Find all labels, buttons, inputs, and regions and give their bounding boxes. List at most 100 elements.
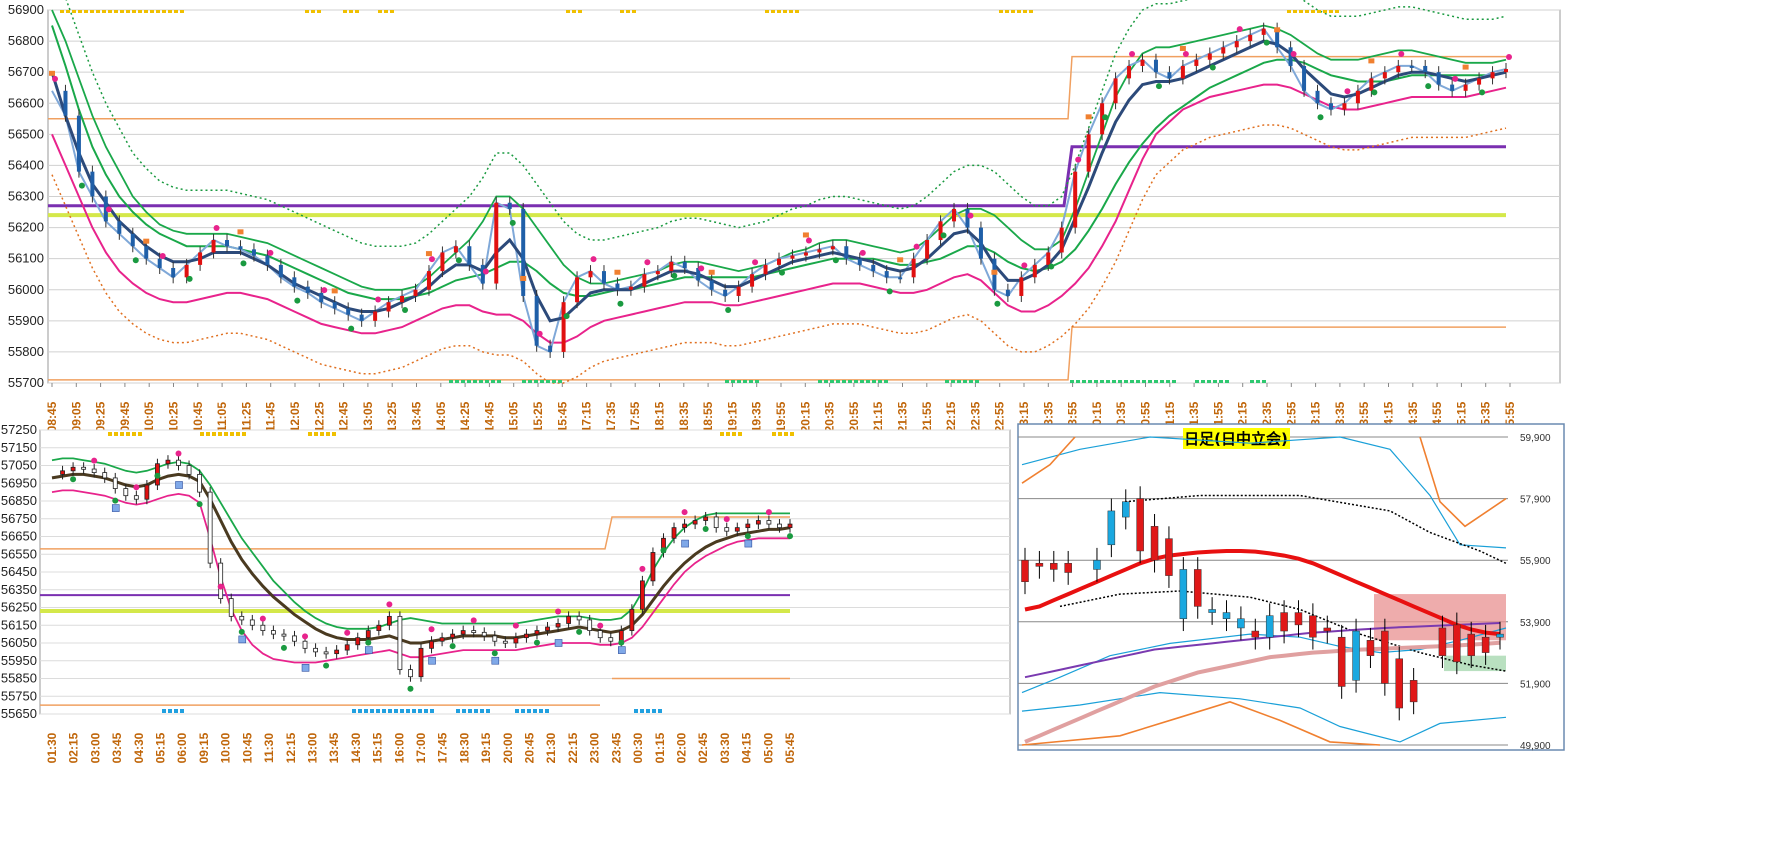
top-marker	[150, 10, 154, 13]
candle-body	[1100, 103, 1105, 135]
signal-dot	[1236, 26, 1243, 33]
candle-body	[355, 637, 361, 646]
signal-dot	[213, 225, 220, 232]
candle-body	[144, 246, 149, 259]
x-tick-label: 03:30	[718, 732, 732, 763]
daily-candle-body	[1323, 627, 1332, 632]
candle-body	[1194, 59, 1199, 66]
signal-dot	[1452, 75, 1459, 82]
x-tick-label: 09:45	[118, 401, 132, 432]
signal-dot	[660, 547, 667, 554]
candle-body	[709, 280, 714, 290]
top-marker	[1005, 10, 1009, 13]
bottom-marker	[456, 709, 460, 713]
signal-square	[237, 229, 244, 235]
signal-square	[1085, 114, 1092, 120]
signal-dot	[348, 325, 355, 332]
daily-candle-body	[1237, 618, 1245, 629]
candle-body	[238, 246, 243, 250]
top-marker	[765, 10, 769, 13]
bottom-marker	[1070, 380, 1074, 383]
candle-body	[682, 261, 687, 268]
candle-body	[429, 640, 434, 649]
candle-body	[292, 635, 297, 642]
candle-body	[439, 637, 445, 642]
signal-dot	[112, 497, 119, 504]
top-marker	[326, 432, 330, 436]
top-marker	[305, 10, 309, 13]
daily-candle-body	[1050, 563, 1058, 570]
candle-body	[1180, 65, 1185, 79]
candle-body	[70, 466, 76, 472]
bottom-marker	[540, 380, 544, 383]
candle-body	[566, 615, 571, 624]
candle-body	[249, 619, 255, 626]
signal-dot	[1075, 156, 1082, 163]
bottom-marker	[388, 709, 392, 713]
daily-candle-body	[1453, 624, 1461, 663]
y-tick-label: 57250	[1, 422, 37, 437]
signal-square	[301, 664, 310, 672]
signal-dot	[832, 257, 839, 264]
x-tick-label: 19:55	[774, 401, 788, 432]
slow-ma-line	[51, 25, 1507, 301]
x-tick-label: 19:35	[750, 401, 764, 432]
candle-body	[413, 289, 418, 296]
x-tick-label: 13:05	[361, 401, 375, 432]
top-marker	[180, 10, 184, 13]
x-tick-label: 18:15	[653, 401, 667, 432]
bottom-marker	[480, 709, 484, 713]
x-tick-label: 10:45	[191, 401, 205, 432]
daily-candle-body	[1021, 559, 1029, 583]
y-tick-label: 56500	[8, 126, 44, 141]
x-tick-label: 11:05	[215, 402, 229, 432]
daily-candle-body	[1208, 609, 1216, 613]
bottom-marker	[497, 380, 501, 383]
signal-dot	[590, 256, 597, 263]
bottom-marker	[352, 709, 356, 713]
bottom-marker	[424, 709, 428, 713]
candle-body	[332, 302, 337, 309]
top-marker	[620, 10, 624, 13]
top-marker	[72, 10, 76, 13]
x-tick-label: 02:45	[696, 732, 710, 763]
candle-body	[576, 615, 582, 621]
top-marker	[1293, 10, 1297, 13]
candle-body	[198, 252, 203, 265]
x-tick-label: 13:00	[305, 732, 319, 763]
candle-body	[1450, 84, 1455, 91]
signal-square	[1179, 45, 1186, 51]
candle-body	[548, 345, 553, 352]
signal-square	[681, 539, 689, 548]
candle-body	[777, 523, 782, 529]
signal-square	[554, 639, 563, 647]
signal-square	[1462, 64, 1469, 70]
top-marker	[120, 10, 124, 13]
candle-body	[165, 459, 171, 465]
top-marker	[174, 10, 178, 13]
top-marker	[1329, 10, 1333, 13]
candle-body	[1275, 28, 1280, 48]
signal-dot	[1102, 114, 1109, 121]
candle-body	[133, 495, 139, 500]
top-marker	[632, 10, 636, 13]
bottom-marker	[743, 380, 747, 383]
signal-dot	[1371, 89, 1378, 96]
candle-body	[911, 258, 916, 278]
candle-body	[359, 314, 364, 321]
signal-dot	[240, 260, 247, 267]
candle-body	[628, 286, 633, 290]
signal-dot	[698, 265, 705, 272]
top-marker	[778, 432, 782, 436]
candle-body	[601, 271, 606, 284]
signal-dot	[238, 628, 245, 635]
bottom-marker	[486, 709, 490, 713]
candle-body	[1153, 59, 1158, 73]
bottom-marker	[749, 380, 753, 383]
bottom-marker	[364, 709, 368, 713]
top-marker	[1305, 10, 1309, 13]
candle-body	[1167, 72, 1172, 79]
x-tick-label: 12:15	[284, 732, 298, 763]
signal-dot	[967, 212, 974, 219]
bottom-marker	[1106, 380, 1110, 383]
